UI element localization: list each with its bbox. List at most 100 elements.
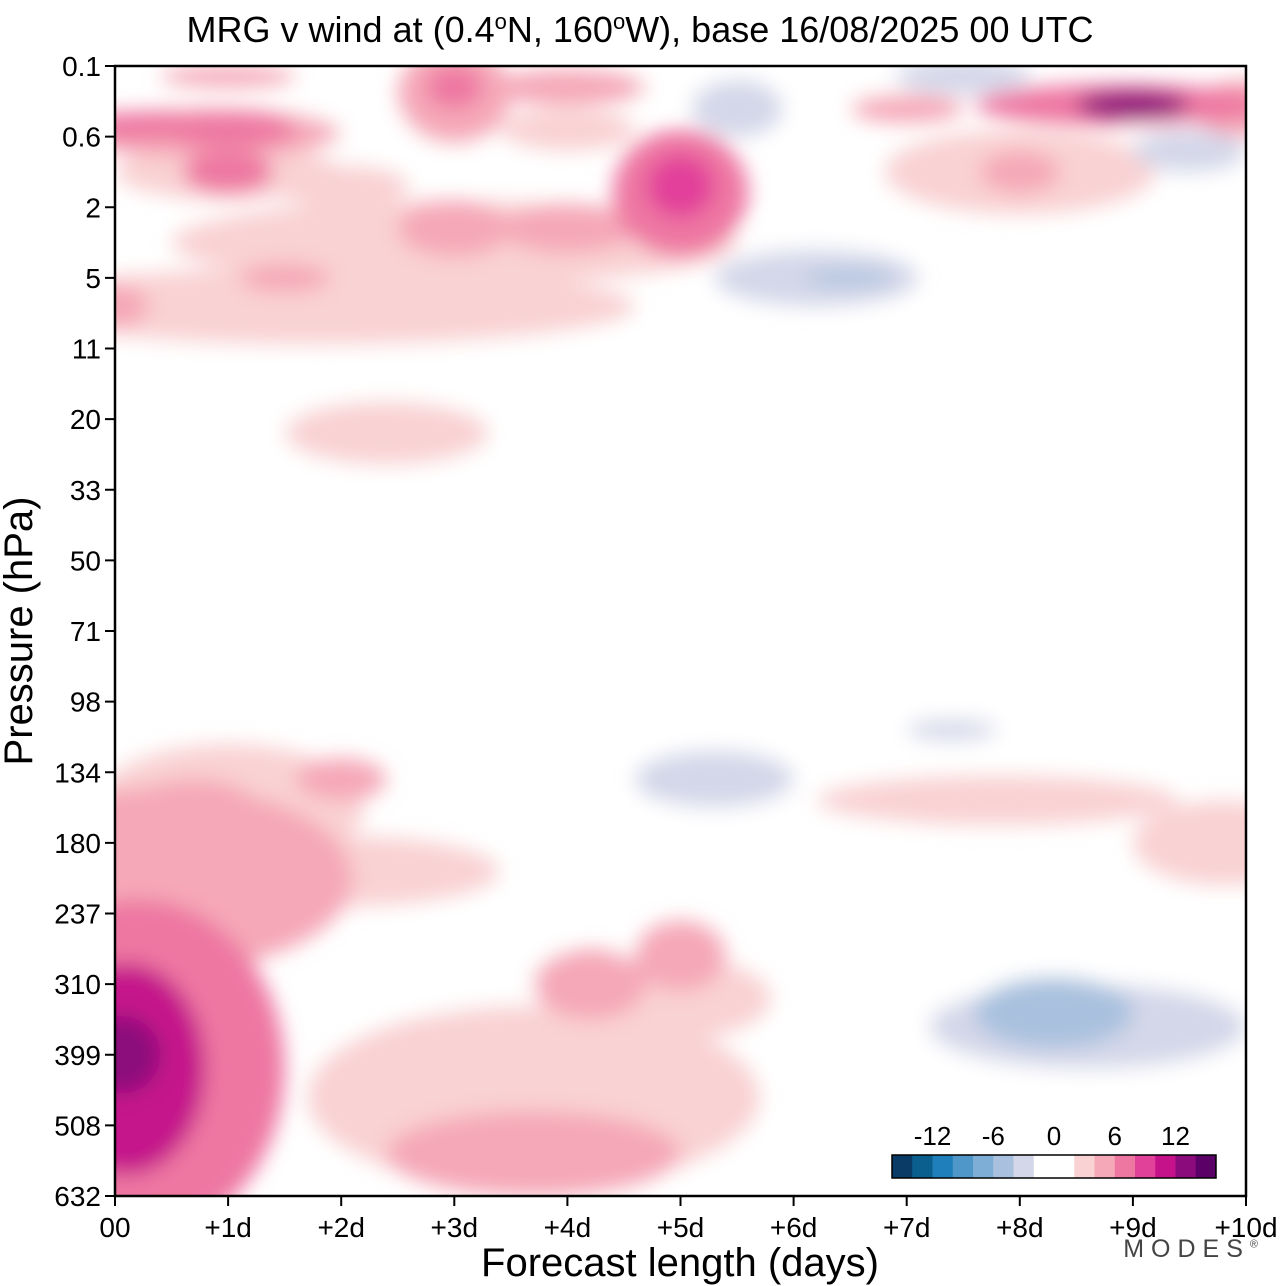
contour-region-50 <box>499 108 636 151</box>
y-tick-label: 310 <box>54 969 101 1000</box>
chart-title: MRG v wind at (0.4oN, 160oW), base 16/08… <box>186 9 1094 50</box>
contour-region-83 <box>115 1015 161 1094</box>
colorbar-swatch <box>993 1155 1014 1178</box>
x-tick-label: +9d <box>1109 1212 1157 1243</box>
x-tick-label: +2d <box>317 1212 365 1243</box>
x-tick-label: +10d <box>1214 1212 1277 1243</box>
contour-region-75 <box>182 150 274 194</box>
contour-region-78 <box>115 111 206 141</box>
colorbar-label: 0 <box>1047 1121 1061 1151</box>
y-tick-label: 20 <box>70 404 101 435</box>
contour-region-71 <box>974 977 1133 1048</box>
contour-region-12 <box>657 503 975 547</box>
colorbar-swatch <box>892 1155 913 1178</box>
x-tick-label: +1d <box>204 1212 252 1243</box>
colorbar-label: -6 <box>982 1121 1005 1151</box>
y-tick-label: 632 <box>54 1181 101 1212</box>
contour-region-26 <box>476 143 545 215</box>
contour-region-11 <box>612 669 1201 720</box>
colorbar-swatch <box>1195 1155 1217 1178</box>
contour-region-66 <box>160 66 296 88</box>
y-tick-label: 399 <box>54 1040 101 1071</box>
colorbar-swatch <box>973 1155 994 1178</box>
contour-region-23 <box>1132 419 1201 462</box>
y-tick-label: 98 <box>70 687 101 718</box>
y-tick-label: 33 <box>70 475 101 506</box>
y-tick-label: 237 <box>54 899 101 930</box>
x-tick-label: +7d <box>883 1212 931 1243</box>
contour-region-79 <box>426 66 483 109</box>
colorbar-label: 6 <box>1108 1121 1122 1151</box>
x-tick-label: +5d <box>657 1212 705 1243</box>
colorbar-swatch <box>1114 1155 1136 1178</box>
y-tick-label: 508 <box>54 1110 101 1141</box>
colorbar-swatch <box>932 1155 954 1178</box>
contour-region-17 <box>126 553 330 624</box>
contour-region-49 <box>273 164 410 208</box>
y-tick-label: 134 <box>54 757 101 788</box>
y-tick-label: 11 <box>72 334 101 365</box>
y-tick-label: 71 <box>70 616 101 647</box>
x-axis-label: Forecast length (days) <box>481 1241 879 1285</box>
contour-region-30 <box>793 157 907 229</box>
colorbar-swatch <box>1175 1155 1197 1178</box>
contour-region-58 <box>386 1111 681 1196</box>
contour-region-59 <box>239 263 330 292</box>
contour-region-22 <box>770 412 1088 455</box>
y-tick-label: 180 <box>54 828 101 859</box>
contour-region-82 <box>115 962 206 1175</box>
contour-region-47 <box>284 401 489 466</box>
modes-logo: MODES® <box>1123 1235 1258 1263</box>
y-tick-label: 5 <box>85 263 101 294</box>
colorbar-swatch <box>1135 1155 1156 1178</box>
contour-region-14 <box>522 574 613 617</box>
colorbar-frame <box>891 1154 1217 1179</box>
contour-region-67 <box>850 94 964 123</box>
x-axis: 00 +1d +2d +3d +4d +5d +6d +7d +8d +9d +10d <box>99 1196 1278 1243</box>
x-tick-label: +8d <box>996 1212 1044 1243</box>
colorbar-swatch <box>1033 1155 1055 1178</box>
y-axis-label: Pressure (hPa) <box>0 497 41 766</box>
colorbar-swatch <box>912 1155 933 1178</box>
contour-region-73 <box>804 270 896 285</box>
colorbar-swatch <box>1155 1155 1176 1178</box>
contour-region-69 <box>137 779 251 822</box>
y-tick-label: 50 <box>70 545 101 576</box>
y-tick-label: 0.6 <box>62 122 101 153</box>
contour-region-70 <box>295 758 387 801</box>
contour-region-19 <box>284 334 738 405</box>
colorbar-swatch <box>1094 1155 1116 1178</box>
contour-region-60 <box>115 284 149 328</box>
contour-region-72 <box>980 150 1060 194</box>
contour-region-65 <box>488 69 647 105</box>
contour-region-84 <box>1076 90 1190 119</box>
contour-region-53 <box>1132 129 1246 172</box>
x-tick-label: +3d <box>431 1212 479 1243</box>
colorbar-swatch <box>1074 1155 1095 1178</box>
contour-region-51 <box>895 66 1032 95</box>
y-tick-label: 0.1 <box>62 51 101 82</box>
contour-region-61 <box>397 200 511 257</box>
contour-region-56 <box>533 948 647 1020</box>
colorbar-label: 12 <box>1161 1121 1190 1151</box>
contour-region-81 <box>646 154 715 218</box>
y-tick-label: 2 <box>85 192 101 223</box>
colorbar-swatch <box>952 1155 974 1178</box>
contour-region-27 <box>1008 235 1246 321</box>
x-tick-label: +6d <box>770 1212 818 1243</box>
colorbar-label: -12 <box>914 1121 952 1151</box>
contour-region-44 <box>906 719 998 741</box>
contour-region-29 <box>1166 186 1246 257</box>
contour-region-45 <box>816 775 1179 826</box>
x-tick-label: 00 <box>99 1212 130 1243</box>
contour-region-36 <box>115 267 636 345</box>
colorbar-swatch <box>1013 1155 1035 1178</box>
contour-region-62 <box>499 203 636 254</box>
contour-region-52 <box>691 80 783 137</box>
colorbar-swatch <box>1054 1155 1075 1178</box>
colorbar: -12 -6 0 6 12 <box>891 1121 1217 1179</box>
contour-region-46 <box>1132 800 1246 886</box>
x-tick-label: +4d <box>544 1212 592 1243</box>
contour-region-18 <box>182 454 726 526</box>
